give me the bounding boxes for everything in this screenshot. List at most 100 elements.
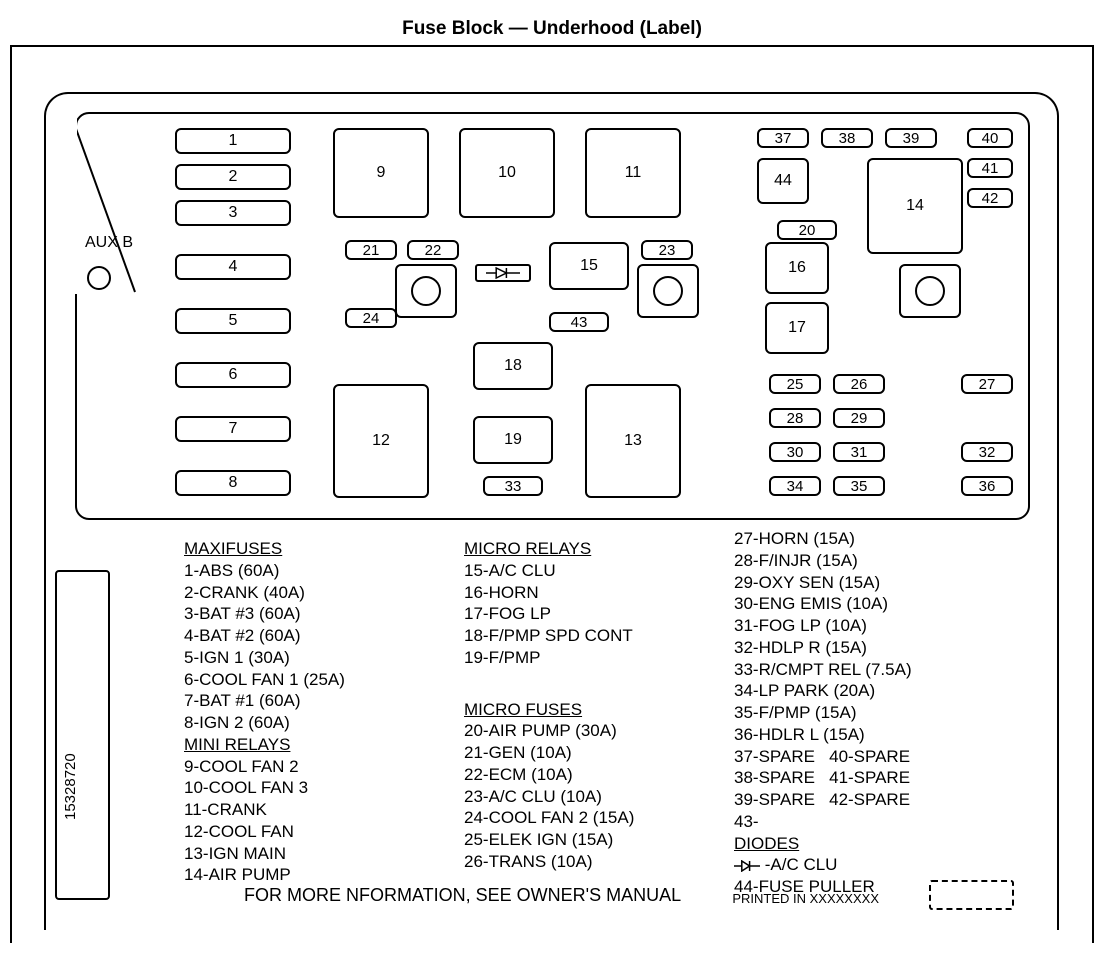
legend-header: MICRO FUSES — [464, 699, 634, 721]
legend-item: 36-HDLR L (15A) — [734, 724, 912, 746]
legend-item: 26-TRANS (10A) — [464, 851, 634, 873]
legend-item: 38-SPARE 41-SPARE — [734, 767, 912, 789]
legend-item: 33-R/CMPT REL (7.5A) — [734, 659, 912, 681]
legend-item: 17-FOG LP — [464, 603, 634, 625]
puller-line: 44-FUSE PULLER — [734, 876, 912, 898]
fuse-slot-34: 34 — [769, 476, 821, 496]
legend-item: 16-HORN — [464, 582, 634, 604]
legend-header: MINI RELAYS — [184, 734, 345, 756]
legend-item: 10-COOL FAN 3 — [184, 777, 345, 799]
legend-item: 30-ENG EMIS (10A) — [734, 593, 912, 615]
legend-item: 37-SPARE 40-SPARE — [734, 746, 912, 768]
legend-item: 5-IGN 1 (30A) — [184, 647, 345, 669]
legend-col-3: 27-HORN (15A)28-F/INJR (15A)29-OXY SEN (… — [734, 528, 912, 898]
fuse-slot-3: 3 — [175, 200, 291, 226]
legend-item: 15-A/C CLU — [464, 560, 634, 582]
legend-item: 28-F/INJR (15A) — [734, 550, 912, 572]
legend-item: 7-BAT #1 (60A) — [184, 690, 345, 712]
legend-item: 6-COOL FAN 1 (25A) — [184, 669, 345, 691]
legend-item: 39-SPARE 42-SPARE — [734, 789, 912, 811]
fuse-slot-6: 6 — [175, 362, 291, 388]
legend-col-2: MICRO RELAYS15-A/C CLU16-HORN17-FOG LP18… — [464, 538, 634, 873]
diode-line: -A/C CLU — [734, 854, 912, 876]
fuse-slot-8: 8 — [175, 470, 291, 496]
fuse-slot-41: 41 — [967, 158, 1013, 178]
legend-item: 12-COOL FAN — [184, 821, 345, 843]
fuse-slot-26: 26 — [833, 374, 885, 394]
legend-item: 2-CRANK (40A) — [184, 582, 345, 604]
fuse-slot-25: 25 — [769, 374, 821, 394]
legend-item: 8-IGN 2 (60A) — [184, 712, 345, 734]
fuse-slot-35: 35 — [833, 476, 885, 496]
stud — [915, 276, 945, 306]
fuse-slot-29: 29 — [833, 408, 885, 428]
legend-item: 1-ABS (60A) — [184, 560, 345, 582]
legend-item: 20-AIR PUMP (30A) — [464, 720, 634, 742]
fuse-slot-27: 27 — [961, 374, 1013, 394]
legend-col-1: MAXIFUSES1-ABS (60A)2-CRANK (40A)3-BAT #… — [184, 538, 345, 886]
fuse-slot-21: 21 — [345, 240, 397, 260]
fuse-slot-13: 13 — [585, 384, 681, 498]
footer-text: FOR MORE NFORMATION, SEE OWNER'S MANUAL — [244, 885, 681, 906]
fuse-slot-19: 19 — [473, 416, 553, 464]
legend-item: 24-COOL FAN 2 (15A) — [464, 807, 634, 829]
aux-b-label: AUX B — [85, 234, 133, 252]
legend-item: 25-ELEK IGN (15A) — [464, 829, 634, 851]
fuse-slot-12: 12 — [333, 384, 429, 498]
fuse-slot-2: 2 — [175, 164, 291, 190]
legend-item: 23-A/C CLU (10A) — [464, 786, 634, 808]
fuse-diagram: AUX B 1234567891011121314151617181920212… — [75, 112, 1030, 520]
fuse-slot-36: 36 — [961, 476, 1013, 496]
legend-item: 14-AIR PUMP — [184, 864, 345, 886]
stud — [87, 266, 111, 290]
fuse-slot-23: 23 — [641, 240, 693, 260]
legend-item: 9-COOL FAN 2 — [184, 756, 345, 778]
fuse-slot-18: 18 — [473, 342, 553, 390]
fuse-slot-38: 38 — [821, 128, 873, 148]
legend-item: 35-F/PMP (15A) — [734, 702, 912, 724]
legend-item: 31-FOG LP (10A) — [734, 615, 912, 637]
legend-item: 29-OXY SEN (15A) — [734, 572, 912, 594]
legend-header: MAXIFUSES — [184, 538, 345, 560]
fuse-slot-40: 40 — [967, 128, 1013, 148]
fuse-slot-9: 9 — [333, 128, 429, 218]
fuse-slot-31: 31 — [833, 442, 885, 462]
stud — [653, 276, 683, 306]
fuse-slot-22: 22 — [407, 240, 459, 260]
fuse-slot-42: 42 — [967, 188, 1013, 208]
fuse-slot-28: 28 — [769, 408, 821, 428]
fuse-slot-43: 43 — [549, 312, 609, 332]
fuse-slot-20: 20 — [777, 220, 837, 240]
fuse-slot-17: 17 — [765, 302, 829, 354]
fuse-slot-44: 44 — [757, 158, 809, 204]
legend-item: 13-IGN MAIN — [184, 843, 345, 865]
fuse-slot-24: 24 — [345, 308, 397, 328]
fuse-slot-37: 37 — [757, 128, 809, 148]
page: Fuse Block — Underhood (Label) 15328720 … — [0, 0, 1104, 953]
fuse-slot-5: 5 — [175, 308, 291, 334]
legend-item: 4-BAT #2 (60A) — [184, 625, 345, 647]
fuse-slot-4: 4 — [175, 254, 291, 280]
fuse-slot-15: 15 — [549, 242, 629, 290]
stud — [411, 276, 441, 306]
fuse-slot-33: 33 — [483, 476, 543, 496]
fuse-slot-11: 11 — [585, 128, 681, 218]
corner-notch — [75, 112, 145, 292]
fuse-slot-30: 30 — [769, 442, 821, 462]
fuse-slot-14: 14 — [867, 158, 963, 254]
fuse-slot-1: 1 — [175, 128, 291, 154]
diode-slot — [475, 264, 531, 282]
legend-item: 19-F/PMP — [464, 647, 634, 669]
puller-dashbox — [929, 880, 1014, 910]
legend-item: 43- — [734, 811, 912, 833]
legend-item: 32-HDLP R (15A) — [734, 637, 912, 659]
legend-item: 27-HORN (15A) — [734, 528, 912, 550]
fuse-slot-16: 16 — [765, 242, 829, 294]
fuse-slot-32: 32 — [961, 442, 1013, 462]
fuse-slot-10: 10 — [459, 128, 555, 218]
legend: FOR MORE NFORMATION, SEE OWNER'S MANUAL … — [44, 528, 1059, 928]
legend-header: MICRO RELAYS — [464, 538, 634, 560]
legend-item: 21-GEN (10A) — [464, 742, 634, 764]
legend-item: 18-F/PMP SPD CONT — [464, 625, 634, 647]
fuse-slot-7: 7 — [175, 416, 291, 442]
